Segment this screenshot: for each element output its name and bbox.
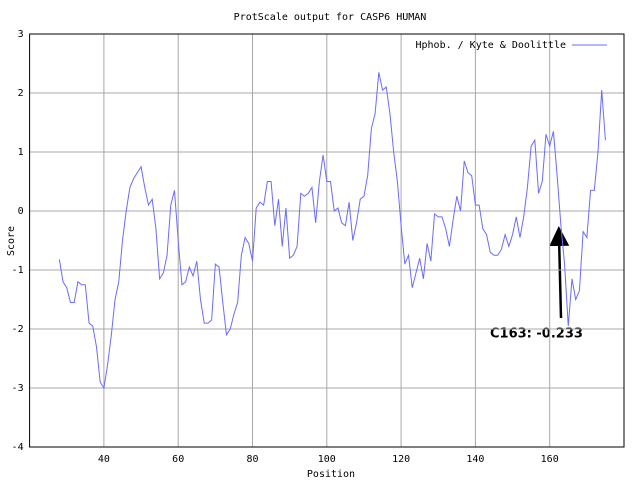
y-tick-label: 0 xyxy=(18,206,24,217)
y-tick-label: 3 xyxy=(18,29,24,40)
x-tick-label: 60 xyxy=(172,454,184,465)
y-tick-label: -2 xyxy=(12,324,24,335)
y-tick-label: -1 xyxy=(12,265,24,276)
y-tick-label: -3 xyxy=(12,383,24,394)
x-tick-label: 100 xyxy=(318,454,336,465)
y-axis-label: Score xyxy=(6,226,17,256)
x-tick-label: 160 xyxy=(541,454,559,465)
annotation: C163: -0.233 xyxy=(490,327,583,342)
data-line xyxy=(58,72,606,390)
chart-title: ProtScale output for CASP6 HUMAN xyxy=(234,12,427,23)
y-tick-label: 2 xyxy=(18,88,24,99)
legend-label: Hphob. / Kyte & Doolittle xyxy=(415,40,566,51)
x-tick-label: 80 xyxy=(246,454,258,465)
x-tick-label: 40 xyxy=(98,454,110,465)
x-tick-label: 140 xyxy=(466,454,484,465)
annotation-arrow xyxy=(549,226,570,319)
y-tick-label: -4 xyxy=(12,442,24,453)
y-tick-label: 1 xyxy=(18,147,24,158)
x-axis-label: Position xyxy=(307,469,355,480)
plot-frame xyxy=(29,33,625,448)
x-tick-label: 120 xyxy=(392,454,410,465)
